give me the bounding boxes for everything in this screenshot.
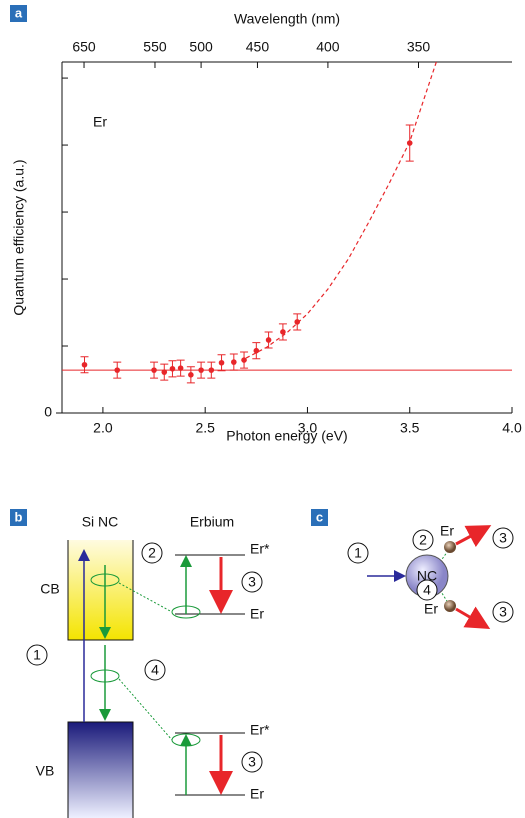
- data-point: [169, 365, 176, 372]
- si-nc-label: Si NC: [82, 514, 119, 530]
- panel-label: b: [15, 509, 23, 524]
- data-point: [280, 329, 286, 335]
- panel-label: a: [15, 5, 23, 20]
- data-point: [265, 337, 272, 343]
- x-axis-title: Photon energy (eV): [226, 428, 347, 444]
- erbium-label: Erbium: [190, 514, 234, 530]
- step-number: 2: [419, 532, 427, 548]
- axes-frame: [61, 61, 512, 414]
- coupling-ellipse: [90, 669, 120, 683]
- er-emission: [455, 606, 491, 630]
- er-star-label: Er*: [250, 722, 270, 738]
- data-point: [218, 359, 225, 366]
- er-ion: [444, 541, 456, 553]
- data-point: [177, 365, 184, 371]
- fit-curve: [245, 61, 437, 359]
- data-point: [294, 319, 301, 325]
- step-number: 3: [248, 754, 256, 770]
- x2-tick-label: 400: [316, 39, 340, 55]
- x-tick-label: 3.0: [298, 420, 318, 436]
- step-number: 4: [151, 662, 159, 678]
- er-star-label: Er*: [250, 541, 270, 557]
- data-point: [406, 140, 413, 146]
- data-point: [161, 369, 168, 375]
- data-point: [231, 359, 237, 365]
- panel-label-box: [10, 509, 27, 526]
- step-number: 4: [423, 582, 431, 598]
- panel-label-box: [10, 5, 27, 22]
- vb-label: VB: [36, 763, 55, 779]
- cb-box: [68, 540, 133, 640]
- data-point: [114, 367, 121, 373]
- step-number: 1: [354, 545, 362, 561]
- er-emission: [455, 525, 492, 548]
- er-ion: [444, 600, 456, 612]
- coupling-ellipse: [90, 573, 120, 587]
- x2-tick-label: 550: [143, 39, 167, 55]
- vb-box: [68, 722, 133, 818]
- nc-label: NC: [417, 568, 437, 584]
- step-number: 3: [499, 530, 507, 546]
- coupling-ellipse: [171, 733, 201, 747]
- er-label: Er: [440, 523, 454, 539]
- step-number: 3: [499, 604, 507, 620]
- data-point: [151, 367, 157, 373]
- x-tick-label: 2.0: [93, 420, 113, 436]
- x-tick-label: 2.5: [195, 420, 215, 436]
- x2-tick-label: 500: [189, 39, 213, 55]
- panel-c: c NC Er Er 1 2 4 3 3: [311, 509, 514, 630]
- data-point: [198, 367, 204, 373]
- data-point: [208, 367, 215, 373]
- x-tick-label: 3.5: [400, 420, 420, 436]
- coupling-line: [439, 547, 451, 607]
- data-point: [188, 372, 194, 378]
- x2-tick-label: 650: [72, 39, 96, 55]
- y-axis-title: Quantum efficiency (a.u.): [11, 159, 27, 315]
- er-label: Er: [250, 606, 264, 622]
- coupling-line: [118, 582, 173, 741]
- data-point: [253, 347, 260, 354]
- panel-label-box: [311, 509, 328, 526]
- annotation: Er: [93, 114, 107, 130]
- data-point: [81, 361, 88, 368]
- step-number: 3: [248, 574, 256, 590]
- coupling-ellipse: [171, 605, 201, 619]
- er-label: Er: [424, 601, 438, 617]
- chart-a: a 2.0 2.5 3.0 3.5 4.0 0 650 550 500 450 400 350 Photo…: [10, 5, 522, 444]
- y-tick-label: 0: [44, 404, 52, 420]
- x-tick-label: 4.0: [502, 420, 522, 436]
- step-number: 1: [33, 647, 41, 663]
- step-number: 2: [148, 545, 156, 561]
- x2-axis-title: Wavelength (nm): [234, 11, 340, 27]
- data-point: [241, 357, 247, 363]
- panel-label: c: [316, 509, 323, 524]
- panel-b: b Si NC Erbium CB VB Er* Er Er* Er 1 2 3…: [10, 509, 270, 818]
- x2-tick-label: 350: [407, 39, 431, 55]
- x2-tick-label: 450: [246, 39, 270, 55]
- cb-label: CB: [40, 581, 59, 597]
- er-label: Er: [250, 786, 264, 802]
- er-levels: [175, 554, 245, 796]
- band-outline: [67, 540, 134, 818]
